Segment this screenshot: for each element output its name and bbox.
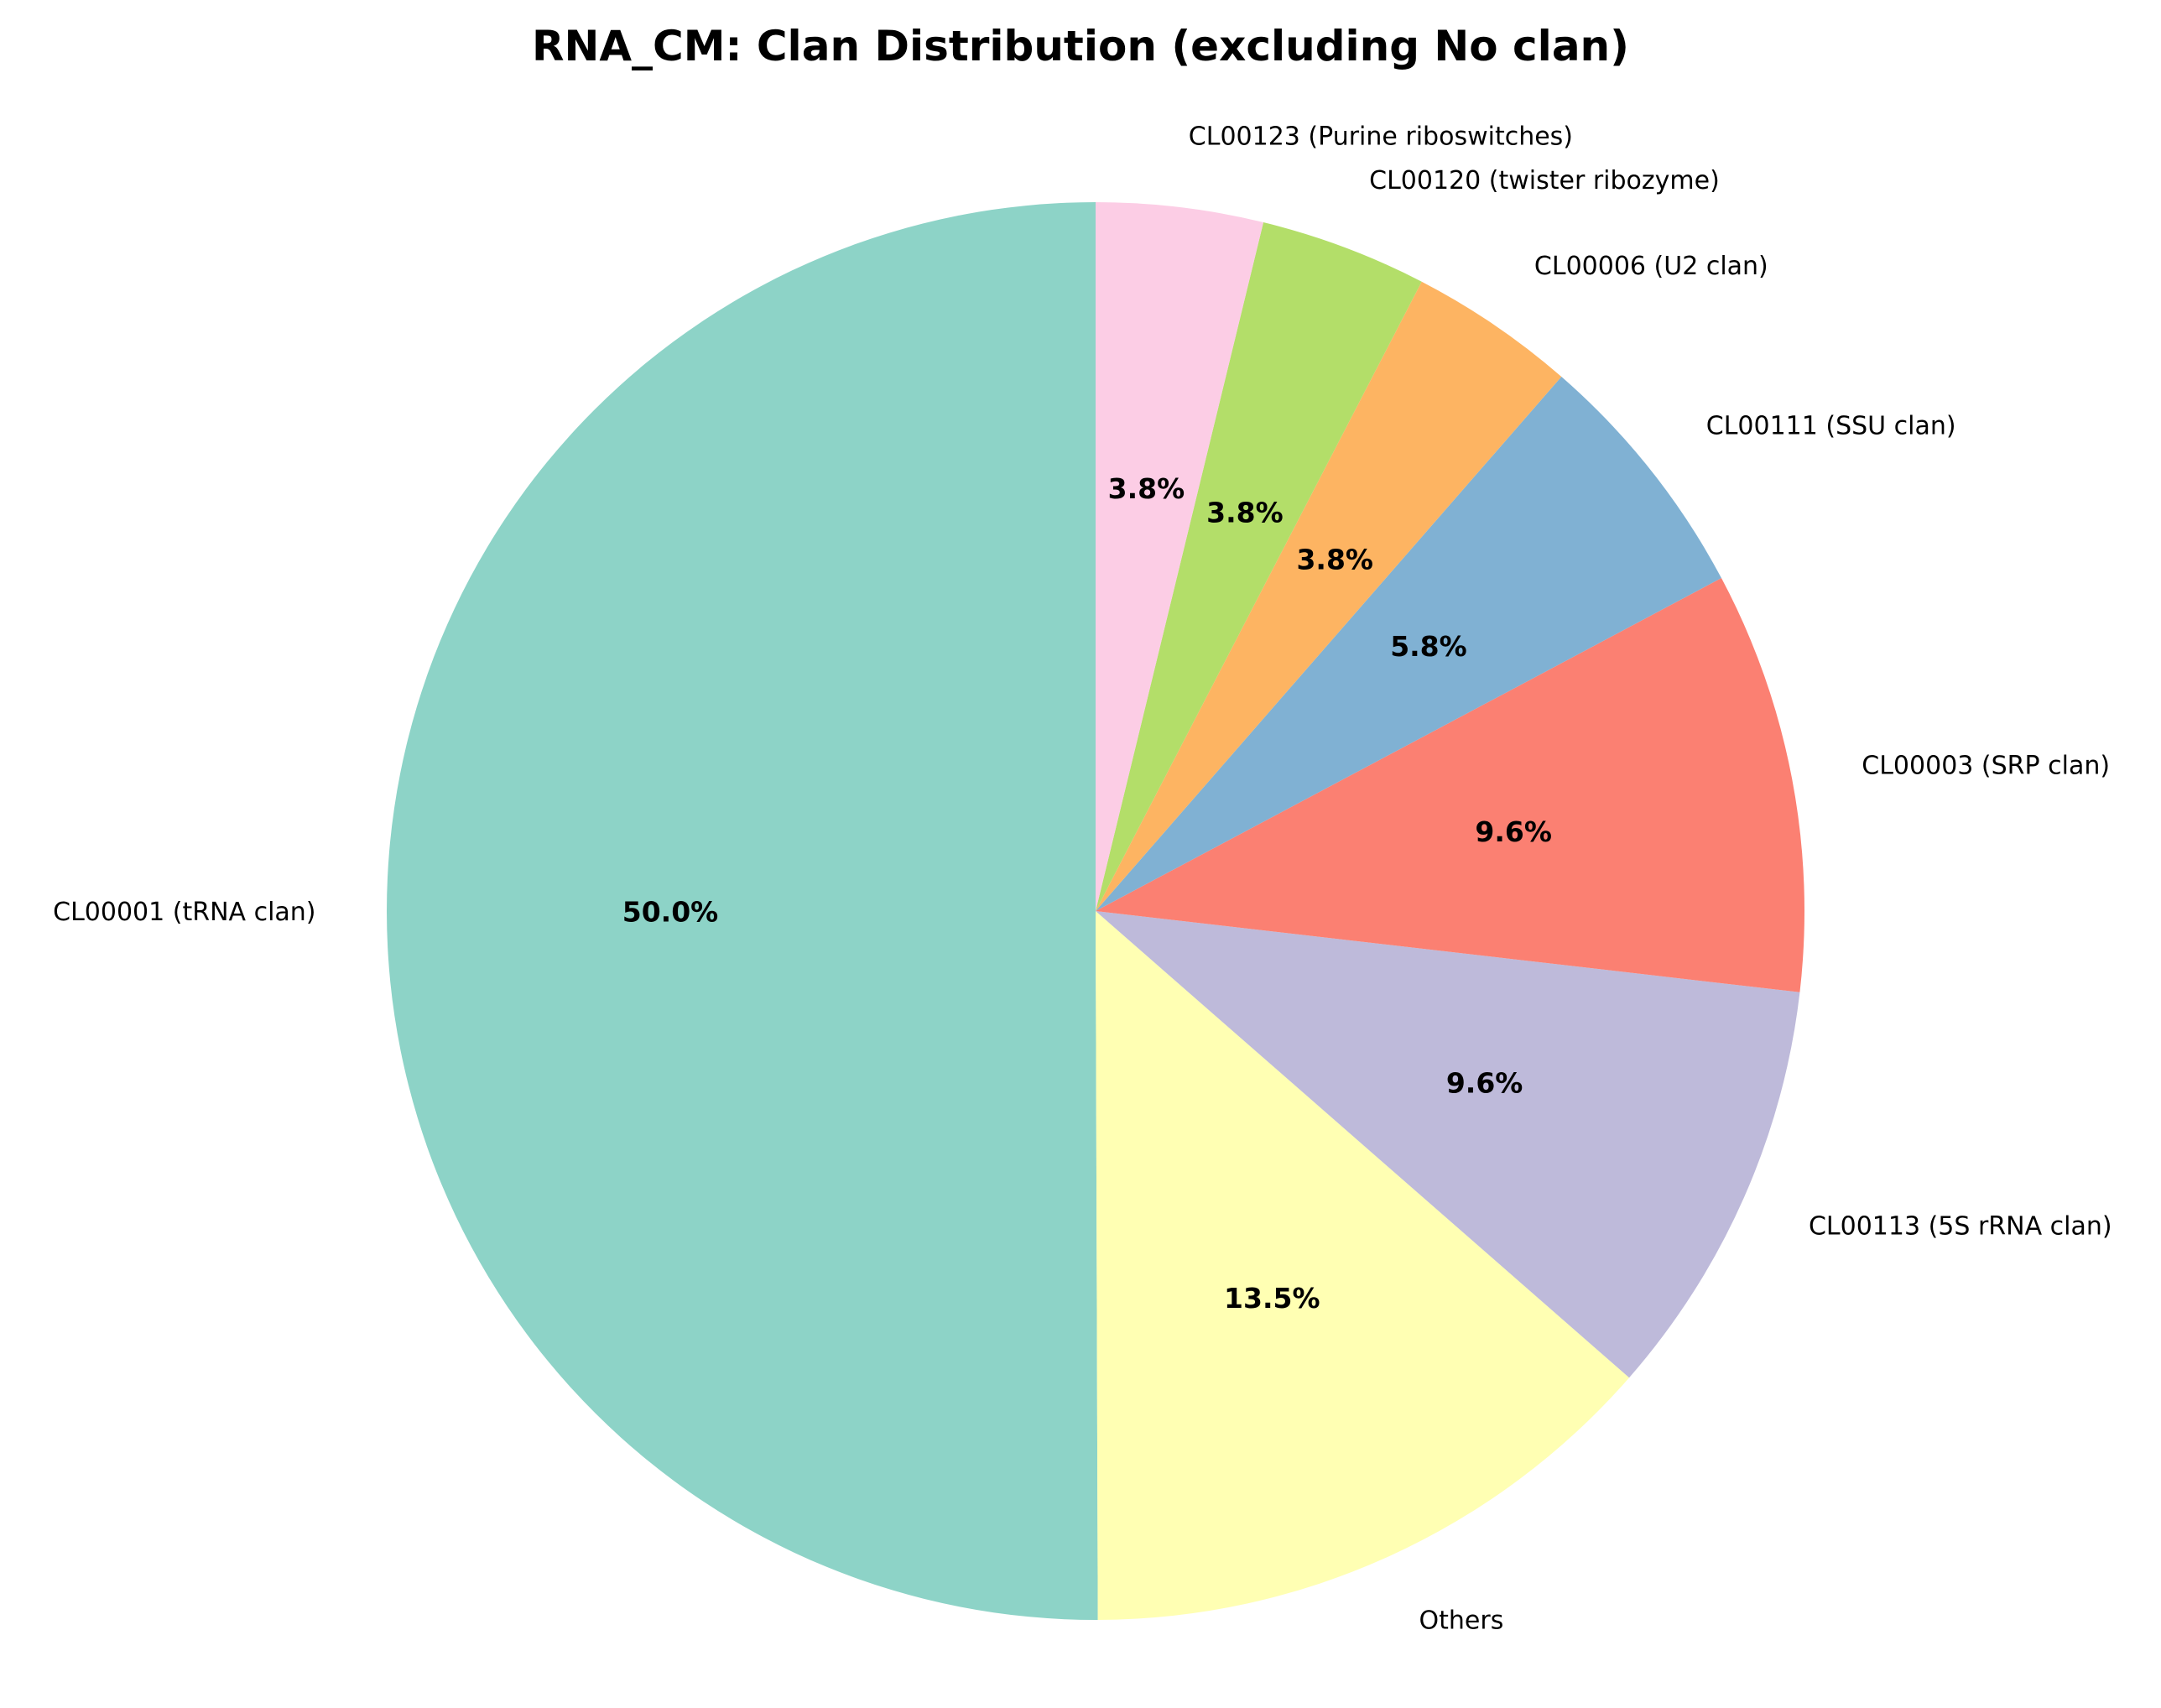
pie-percent-label-5: 3.8% [1296, 543, 1373, 575]
pie-slice-label-6: CL00120 (twister ribozyme) [1369, 166, 1720, 195]
pie-slice-label-2: CL00113 (5S rRNA clan) [1809, 1212, 2112, 1242]
pie-slice-6 [1096, 222, 1422, 911]
pie-slice-labels: CL00001 (tRNA clan) Others CL00113 (5S rRN… [53, 122, 2112, 1636]
pie-slice-label-3: CL00003 (SRP clan) [1862, 752, 2110, 781]
pie-slice-7 [1096, 202, 1264, 911]
pie-slice-label-4: CL00111 (SSU clan) [1706, 411, 1956, 440]
pie-percent-label-0: 50.0% [622, 895, 719, 928]
pie-percent-label-3: 9.6% [1475, 815, 1552, 848]
pie-slice-3 [1096, 578, 1804, 992]
pie-percent-label-1: 13.5% [1224, 1282, 1320, 1315]
pie-slice-label-1: Others [1419, 1606, 1504, 1635]
pie-percent-label-6: 3.8% [1206, 497, 1284, 529]
pie-slice-5 [1096, 281, 1562, 911]
pie-percent-label-4: 5.8% [1390, 630, 1467, 663]
pie-percent-label-7: 3.8% [1108, 472, 1185, 505]
pie-percent-labels: 50.0% 13.5% 9.6% 9.6% 5.8% 3.8% 3.8% 3.8% [622, 472, 1552, 1315]
pie-percent-label-2: 9.6% [1446, 1067, 1523, 1100]
pie-slices [387, 202, 1804, 1620]
pie-slice-label-7: CL00123 (Purine riboswitches) [1189, 122, 1573, 152]
pie-slice-label-0: CL00001 (tRNA clan) [53, 898, 315, 927]
pie-slice-1 [1096, 911, 1630, 1620]
chart-title: RNA_CM: Clan Distribution (excluding No … [532, 22, 1629, 70]
pie-slice-label-5: CL00006 (U2 clan) [1534, 252, 1768, 281]
pie-slice-4 [1096, 377, 1721, 911]
pie-slice-2 [1096, 911, 1800, 1378]
pie-slice-0 [387, 202, 1098, 1620]
